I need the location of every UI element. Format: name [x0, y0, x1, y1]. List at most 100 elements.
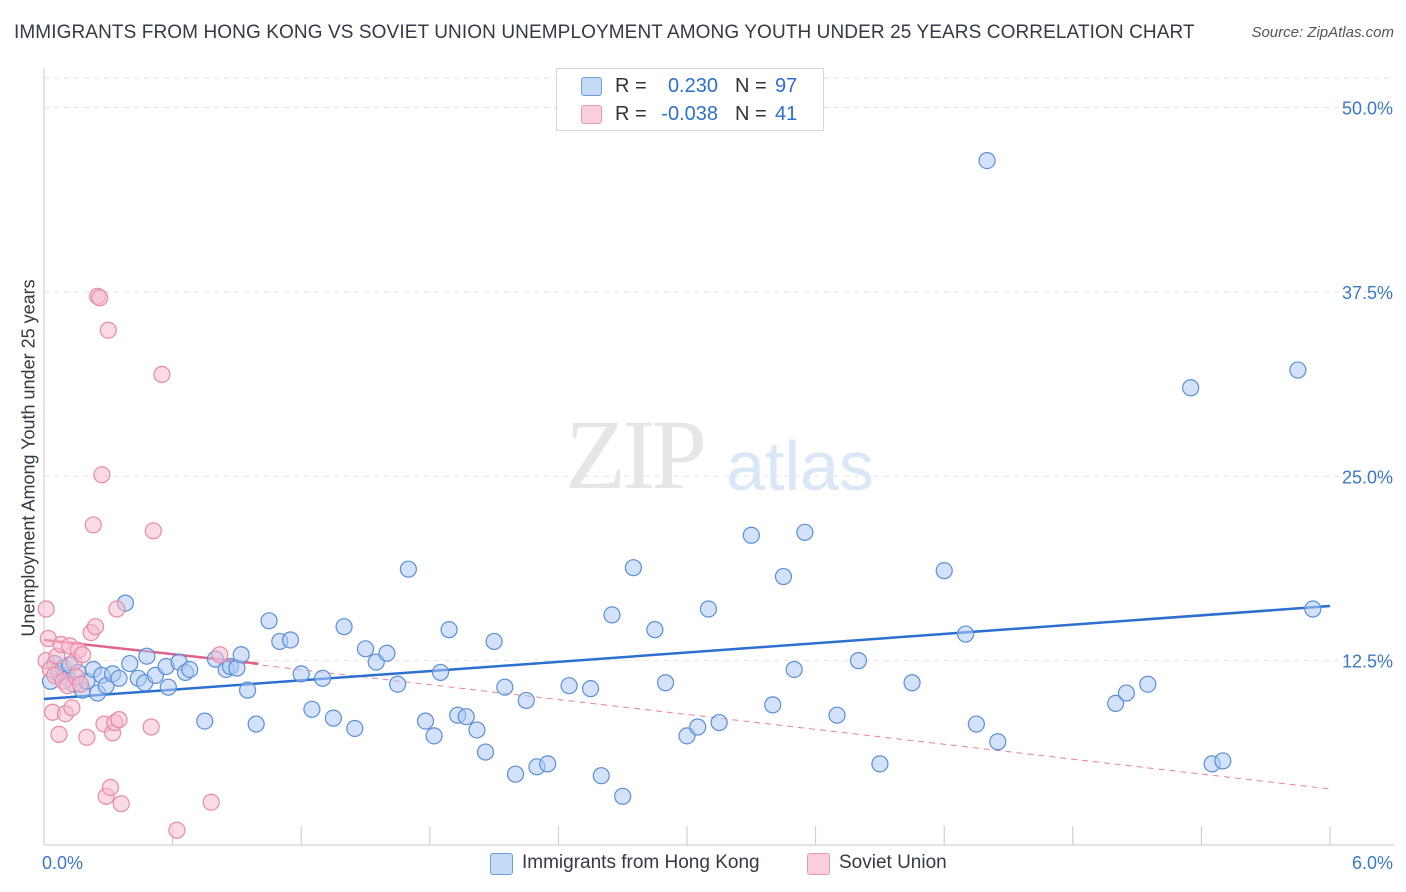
point-hong-kong [764, 696, 782, 714]
point-hong-kong [871, 755, 889, 773]
point-hong-kong [967, 715, 985, 733]
point-hong-kong [796, 523, 814, 541]
point-soviet-union [168, 821, 186, 839]
point-hong-kong [416, 712, 435, 730]
point-hong-kong [1289, 361, 1307, 379]
legend-n-value: 41 [775, 103, 798, 125]
point-soviet-union [101, 778, 120, 797]
point-hong-kong [978, 152, 996, 170]
y-tick-label: 37.5% [1342, 283, 1393, 303]
watermark: ZIP atlas [565, 399, 874, 510]
point-hong-kong [560, 677, 578, 695]
x-tick-label: 0.0% [42, 853, 83, 873]
chart-title: IMMIGRANTS FROM HONG KONG VS SOVIET UNIO… [14, 22, 1195, 43]
legend-n-value: 97 [775, 75, 798, 97]
watermark-atlas: atlas [726, 427, 874, 505]
point-hong-kong [1117, 684, 1135, 702]
point-hong-kong [624, 559, 643, 577]
y-tick-label: 50.0% [1342, 99, 1393, 119]
point-hong-kong [1182, 379, 1200, 397]
point-hong-kong [303, 700, 321, 718]
x-tick-label: 6.0% [1352, 853, 1393, 873]
point-hong-kong [849, 652, 868, 670]
point-hong-kong [260, 612, 278, 630]
legend-r-label: R = [615, 103, 647, 125]
point-soviet-union [37, 600, 55, 618]
point-hong-kong [346, 719, 364, 738]
series-legend: Immigrants from Hong Kong Soviet Union [0, 852, 1406, 878]
point-soviet-union [112, 795, 130, 813]
point-hong-kong [431, 663, 450, 682]
grid-lines [44, 77, 1394, 662]
correlation-legend: R = 0.230 N = 97 R = -0.038 N = 41 [556, 68, 824, 131]
source-credit: Source: ZipAtlas.com [1251, 24, 1394, 41]
point-hong-kong [581, 680, 600, 698]
point-soviet-union [63, 699, 81, 717]
point-hong-kong [592, 767, 610, 785]
axes [43, 68, 1394, 846]
point-hong-kong [614, 787, 632, 805]
point-hong-kong [689, 718, 707, 736]
point-hong-kong [292, 665, 310, 683]
point-hong-kong [281, 631, 300, 649]
y-tick-label: 25.0% [1342, 467, 1393, 487]
point-hong-kong [378, 644, 396, 662]
point-hong-kong [957, 625, 975, 643]
point-soviet-union [50, 725, 68, 743]
point-hong-kong [710, 713, 728, 732]
point-soviet-union [153, 365, 171, 384]
point-hong-kong [496, 678, 514, 696]
point-hong-kong [785, 660, 803, 679]
point-hong-kong [828, 706, 846, 724]
point-hong-kong [1107, 694, 1125, 713]
point-hong-kong [476, 743, 495, 761]
point-hong-kong [506, 765, 525, 783]
point-hong-kong [425, 727, 443, 745]
point-hong-kong [159, 678, 177, 696]
point-soviet-union [71, 675, 90, 693]
y-tick-labels: 12.5% 25.0% 37.5% 50.0% [1342, 99, 1393, 672]
point-hong-kong [646, 621, 664, 639]
point-hong-kong [399, 560, 417, 578]
point-soviet-union [110, 711, 128, 729]
point-soviet-union [91, 289, 109, 307]
point-soviet-union [86, 618, 105, 636]
point-hong-kong [314, 669, 332, 687]
point-hong-kong [774, 567, 793, 586]
point-hong-kong [389, 675, 407, 693]
point-hong-kong [457, 708, 475, 726]
point-hong-kong [603, 606, 621, 624]
legend-row-soviet-union: R = -0.038 N = 41 [557, 101, 823, 127]
point-soviet-union [93, 466, 111, 484]
trend-line-soviet-union-extended [43, 639, 1331, 790]
point-hong-kong [324, 709, 342, 727]
point-hong-kong [1304, 600, 1322, 618]
point-hong-kong [656, 674, 675, 692]
point-soviet-union [211, 646, 229, 664]
point-soviet-union [202, 793, 220, 811]
point-hong-kong [699, 600, 718, 618]
x-tick-labels: 0.0% 6.0% [42, 853, 1393, 873]
point-hong-kong [903, 674, 921, 692]
data-points [37, 152, 1322, 839]
point-soviet-union [99, 321, 117, 339]
series-swatch-pink [807, 853, 830, 875]
legend-swatch-blue [581, 77, 602, 96]
point-soviet-union [144, 522, 162, 540]
watermark-zip: ZIP [565, 399, 703, 510]
trend-line-hong-kong [43, 604, 1331, 701]
point-soviet-union [108, 600, 126, 618]
point-soviet-union [73, 646, 92, 664]
trend-lines [43, 604, 1331, 790]
point-hong-kong [989, 733, 1007, 751]
legend-swatch-pink [581, 105, 602, 124]
point-hong-kong [517, 691, 535, 710]
point-hong-kong [1139, 675, 1157, 693]
legend-r-value: -0.038 [661, 103, 718, 125]
point-hong-kong [247, 715, 265, 733]
point-hong-kong [196, 712, 214, 730]
point-hong-kong [335, 618, 353, 636]
point-hong-kong [468, 721, 486, 739]
point-hong-kong [440, 621, 458, 639]
y-tick-label: 12.5% [1342, 652, 1393, 672]
